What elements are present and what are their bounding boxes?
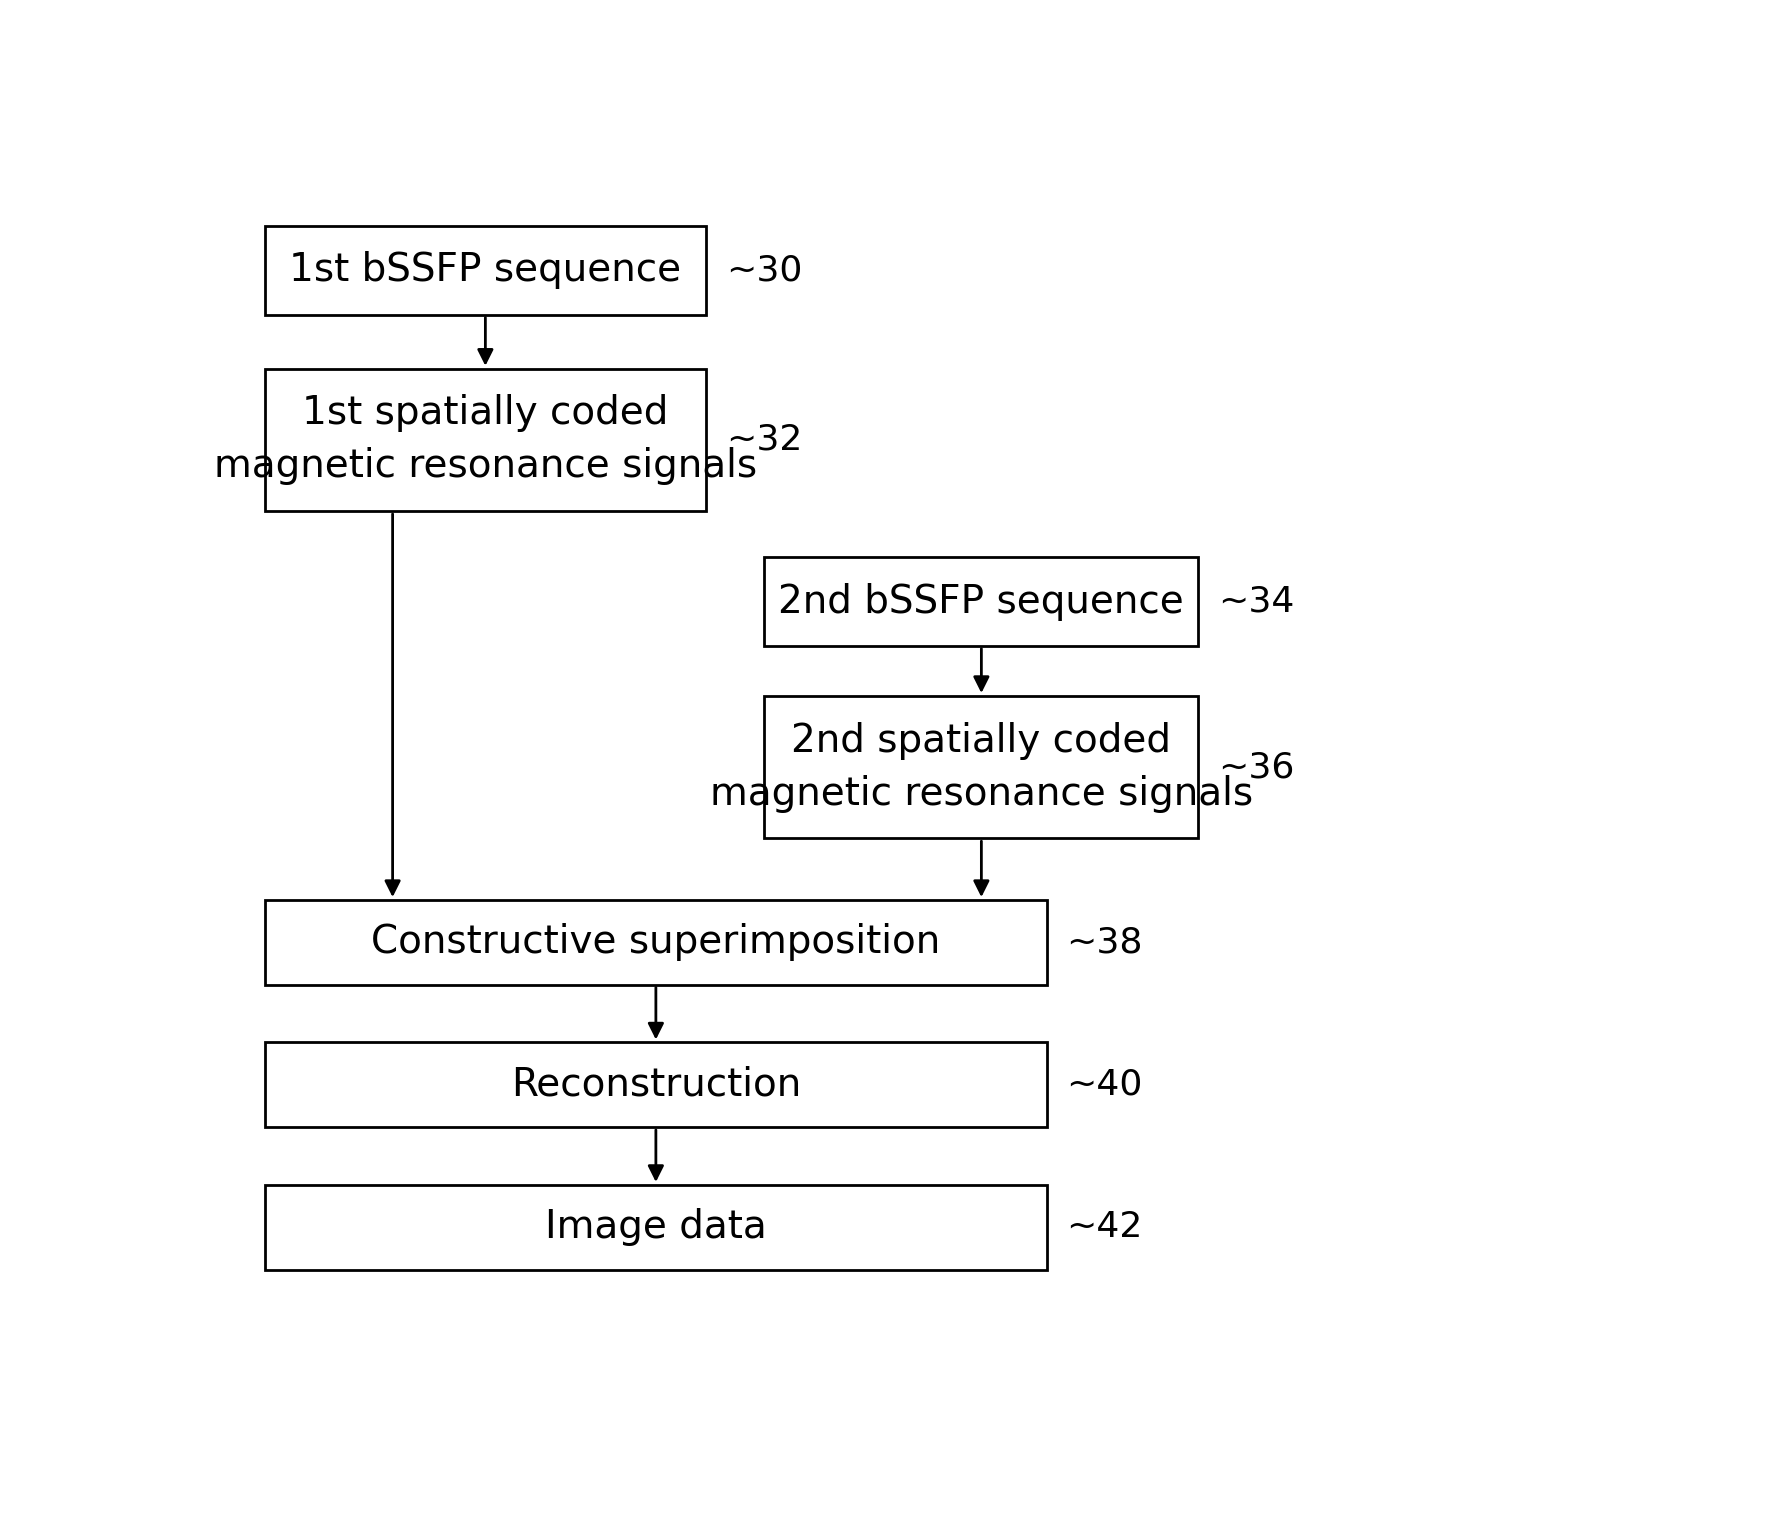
Text: Constructive superimposition: Constructive superimposition — [371, 924, 941, 961]
Text: ~38: ~38 — [1067, 925, 1143, 959]
Text: 1st spatially coded
magnetic resonance signals: 1st spatially coded magnetic resonance s… — [213, 394, 756, 486]
Bar — [264, 227, 706, 314]
Text: ~30: ~30 — [726, 253, 802, 288]
Text: 2nd bSSFP sequence: 2nd bSSFP sequence — [779, 582, 1184, 620]
Bar — [264, 1184, 1047, 1270]
Text: 1st bSSFP sequence: 1st bSSFP sequence — [289, 251, 682, 290]
Bar — [264, 1042, 1047, 1128]
Text: ~36: ~36 — [1218, 751, 1294, 784]
Bar — [264, 369, 706, 512]
Bar — [765, 696, 1198, 838]
Text: ~40: ~40 — [1067, 1068, 1143, 1102]
Bar — [765, 558, 1198, 647]
Text: ~34: ~34 — [1218, 585, 1294, 619]
Text: ~32: ~32 — [726, 423, 802, 457]
Text: Image data: Image data — [545, 1209, 767, 1246]
Text: Reconstruction: Reconstruction — [511, 1066, 801, 1103]
Text: 2nd spatially coded
magnetic resonance signals: 2nd spatially coded magnetic resonance s… — [710, 722, 1253, 812]
Text: ~42: ~42 — [1067, 1210, 1143, 1244]
Bar — [264, 899, 1047, 985]
